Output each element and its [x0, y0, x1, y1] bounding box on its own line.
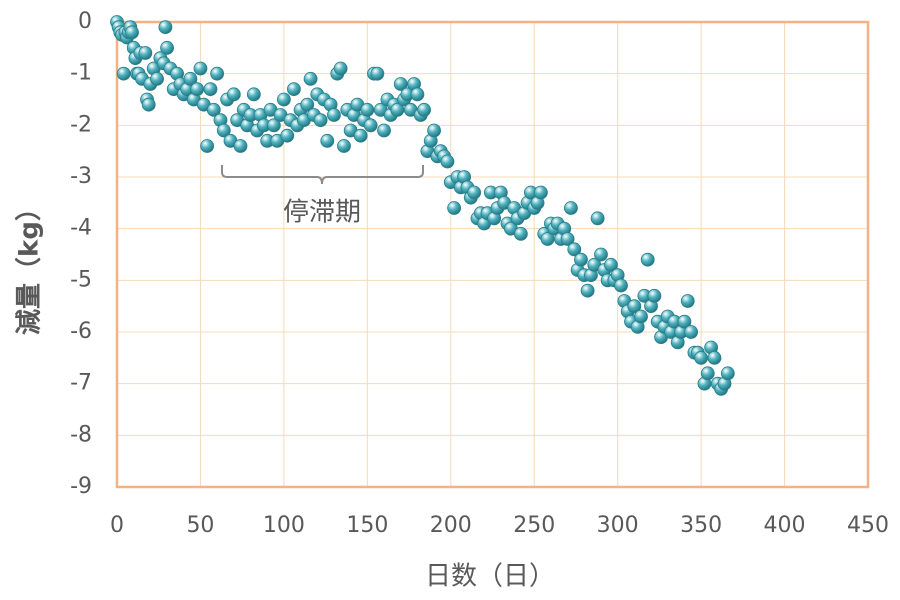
y-axis-title: 減量（kg）	[15, 195, 45, 335]
point	[574, 252, 588, 267]
point	[533, 185, 548, 200]
annotation: 停滞期	[283, 198, 361, 228]
point	[590, 211, 605, 226]
point	[580, 283, 595, 298]
x-tick-label: 100	[263, 513, 305, 538]
y-tick-label: -4	[70, 216, 92, 241]
point	[276, 92, 291, 107]
point	[353, 128, 368, 143]
point	[720, 366, 735, 381]
point	[707, 350, 722, 365]
point	[158, 20, 173, 35]
point	[513, 226, 528, 241]
point	[377, 123, 391, 138]
point	[183, 71, 198, 86]
point	[190, 82, 205, 97]
point	[370, 66, 385, 81]
point	[206, 102, 221, 117]
annotation-bracket	[221, 165, 424, 185]
point	[594, 247, 608, 262]
point	[694, 350, 709, 365]
point	[564, 201, 578, 215]
point	[363, 118, 378, 133]
point	[210, 66, 225, 81]
point	[280, 128, 295, 143]
point	[447, 201, 462, 215]
point	[337, 139, 351, 153]
point	[141, 97, 156, 112]
point	[313, 113, 328, 128]
point	[233, 139, 248, 153]
y-tick-label: -1	[70, 61, 92, 86]
y-tick-label: -2	[70, 112, 92, 137]
x-tick-label: 350	[680, 513, 722, 538]
point	[614, 278, 628, 293]
point	[125, 25, 139, 40]
point	[287, 82, 301, 97]
point	[410, 87, 425, 102]
point	[333, 61, 348, 76]
y-tick-label: -9	[70, 474, 92, 499]
x-tick-label: 150	[346, 513, 388, 538]
point	[627, 299, 642, 314]
y-tick-label: -5	[70, 267, 92, 292]
point	[160, 40, 174, 55]
point	[300, 97, 315, 112]
point	[320, 133, 335, 148]
plot-frame	[115, 20, 870, 489]
point	[216, 123, 231, 138]
point	[647, 288, 662, 303]
point	[467, 185, 482, 200]
point	[150, 71, 164, 86]
y-tick-label: -8	[70, 422, 92, 447]
y-tick-label: 0	[78, 9, 92, 34]
y-tick-label: -6	[70, 319, 92, 344]
point	[417, 102, 431, 117]
point	[427, 123, 441, 138]
point	[700, 366, 715, 381]
point	[138, 46, 153, 60]
y-tick-label: -7	[70, 371, 92, 396]
point	[604, 257, 618, 272]
x-tick-label: 400	[764, 513, 806, 538]
point	[680, 294, 695, 308]
point	[246, 87, 261, 102]
y-tick-label: -3	[70, 164, 92, 189]
point	[200, 139, 215, 153]
x-tick-label: 50	[186, 513, 214, 538]
point	[116, 66, 131, 81]
x-tick-label: 0	[110, 513, 124, 538]
point	[560, 232, 575, 246]
point	[640, 252, 655, 267]
point	[193, 61, 208, 76]
x-axis-title: 日数（日）	[425, 562, 555, 592]
x-tick-label: 300	[597, 513, 639, 538]
point	[634, 309, 648, 324]
point	[567, 242, 582, 257]
point	[266, 118, 281, 133]
x-tick-label: 250	[513, 513, 555, 538]
x-tick-label: 200	[430, 513, 472, 538]
point	[360, 102, 375, 117]
point	[677, 314, 692, 329]
point	[226, 87, 241, 102]
point	[327, 108, 341, 122]
point	[684, 325, 698, 339]
x-tick-label: 450	[847, 513, 889, 538]
point	[440, 154, 455, 169]
point	[203, 82, 218, 97]
point	[303, 71, 318, 86]
